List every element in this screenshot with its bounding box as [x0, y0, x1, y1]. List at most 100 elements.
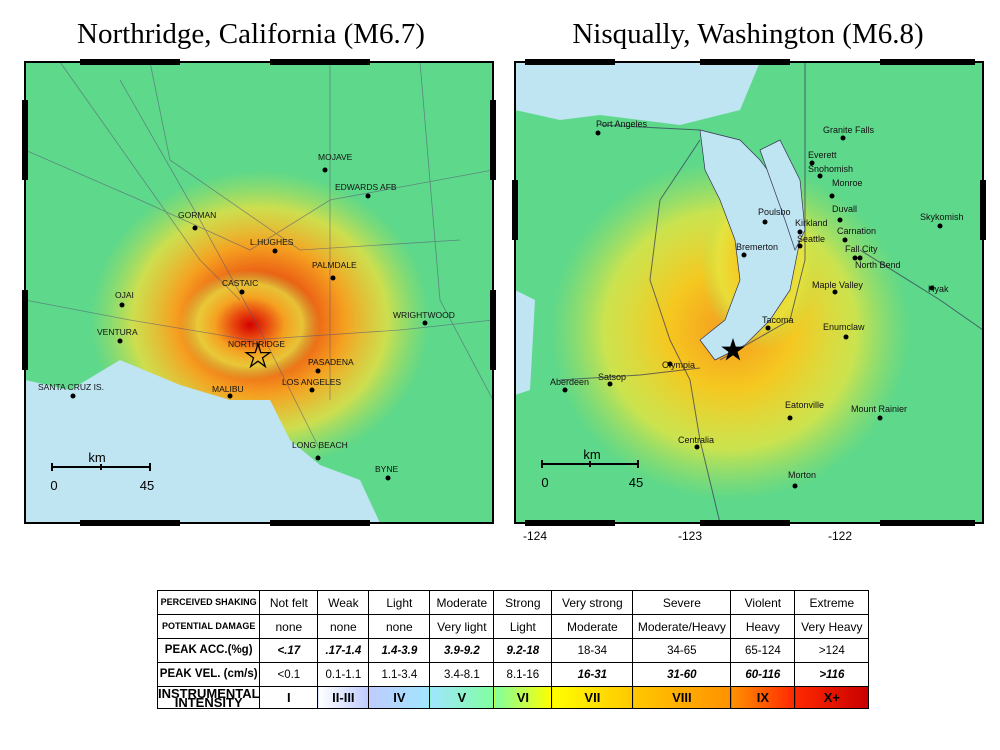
place-label: Mount Rainier [851, 404, 907, 414]
legend-cell: 3.4-8.1 [429, 662, 495, 687]
place-dot [787, 415, 793, 421]
place-dot [365, 193, 371, 199]
place-dot [607, 381, 613, 387]
place-label: PALMDALE [312, 260, 357, 270]
scale-tick: 0 [50, 478, 57, 493]
place-dot [797, 229, 803, 235]
legend-cell: X+ [794, 686, 870, 709]
legend-cell: Light [493, 614, 553, 639]
legend-cell: 60-116 [730, 662, 796, 687]
legend-header: PERCEIVED SHAKING [156, 590, 261, 615]
legend-header: INSTRUMENTAL INTENSITY [156, 685, 261, 710]
longitude-label: -124 [523, 529, 547, 543]
place-dot [937, 223, 943, 229]
place-label: PASADENA [308, 357, 354, 367]
place-dot [422, 320, 428, 326]
legend-row: PEAK VEL. (cm/s) <0.1 0.1-1.1 1.1-3.4 3.4-8.… [156, 662, 870, 687]
place-label: Bremerton [736, 242, 778, 252]
place-dot [315, 455, 321, 461]
place-label: BYNE [375, 464, 398, 474]
scale-unit: km [583, 447, 600, 462]
place-label: OJAI [115, 290, 134, 300]
place-label: North Bend [855, 260, 901, 270]
legend-header: PEAK VEL. (cm/s) [156, 662, 261, 687]
place-label: Everett [808, 150, 837, 160]
legend-cell: VII [551, 686, 634, 709]
place-label: MALIBU [212, 384, 244, 394]
legend-cell: >116 [794, 662, 870, 687]
place-label: Granite Falls [823, 125, 875, 135]
place-label: Enumclaw [823, 322, 865, 332]
map-title: Northridge, California (M6.7) [77, 18, 425, 50]
place-label: LOS ANGELES [282, 377, 341, 387]
place-labels: MOJAVE EDWARDS AFB GORMAN L.HUGHES PALMDALE C… [38, 152, 455, 481]
legend-cell: Moderate [551, 614, 634, 639]
place-dot [857, 255, 863, 261]
place-dot [322, 167, 328, 173]
place-label: Centralia [678, 435, 714, 445]
legend-cell: 34-65 [632, 638, 732, 663]
legend-cell: II-III [317, 686, 370, 709]
intensity-legend: PERCEIVED SHAKING Not felt Weak Light Modera… [156, 590, 870, 710]
legend-cell: Very light [429, 614, 495, 639]
place-label: Eatonville [785, 400, 824, 410]
place-dot [809, 160, 815, 166]
place-dot [309, 387, 315, 393]
legend-cell: 18-34 [551, 638, 634, 663]
map-nisqually: km 0 45 -124 -123 -122 Port Angeles Grani… [512, 59, 986, 543]
place-label: NORTHRIDGE [228, 339, 285, 349]
place-dot [385, 475, 391, 481]
place-dot [315, 368, 321, 374]
legend-row: PERCEIVED SHAKING Not felt Weak Light Modera… [156, 590, 870, 615]
legend-cell: 1.1-3.4 [368, 662, 431, 687]
place-dot [70, 393, 76, 399]
place-label: Olympia [662, 360, 695, 370]
legend-cell: Very Heavy [794, 614, 870, 639]
place-label: SANTA CRUZ IS. [38, 382, 104, 392]
legend-cell: 3.9-9.2 [429, 638, 495, 663]
place-dot [762, 219, 768, 225]
legend-cell: Not felt [259, 590, 319, 615]
place-label: LONG BEACH [292, 440, 348, 450]
scale-tick: 0 [541, 475, 548, 490]
legend-cell: IX [730, 686, 796, 709]
scale-tick: 45 [140, 478, 154, 493]
legend-cell: Strong [493, 590, 553, 615]
place-label: Port Angeles [596, 119, 648, 129]
legend-cell: 1.4-3.9 [368, 638, 431, 663]
place-dot [817, 173, 823, 179]
place-dot [117, 338, 123, 344]
place-dot [192, 225, 198, 231]
legend-cell: Violent [730, 590, 796, 615]
place-label: WRIGHTWOOD [393, 310, 455, 320]
legend-header: PEAK ACC.(%g) [156, 638, 261, 663]
place-label: Skykomish [920, 212, 964, 222]
place-label: Seattle [797, 234, 825, 244]
legend-cell: >124 [794, 638, 870, 663]
legend-cell: Extreme [794, 590, 870, 615]
legend-cell: VIII [632, 686, 732, 709]
legend-cell: 9.2-18 [493, 638, 553, 663]
place-label: Tacoma [762, 315, 794, 325]
place-label: Satsop [598, 372, 626, 382]
legend-cell: none [259, 614, 319, 639]
legend-cell: <0.1 [259, 662, 319, 687]
scale-unit: km [88, 450, 105, 465]
place-dot [837, 217, 843, 223]
legend-cell: none [317, 614, 370, 639]
place-dot [929, 285, 935, 291]
place-label: Aberdeen [550, 377, 589, 387]
legend-cell: <.17 [259, 638, 319, 663]
place-labels: Port Angeles Granite Falls Everett Snohomis… [550, 119, 964, 489]
place-dot [877, 415, 883, 421]
legend-row: POTENTIAL DAMAGE none none none Very light Li… [156, 614, 870, 639]
place-dot [239, 289, 245, 295]
legend-cell: Severe [632, 590, 732, 615]
place-dot [832, 289, 838, 295]
place-label: CASTAIC [222, 278, 258, 288]
place-dot [119, 302, 125, 308]
legend-cell: 8.1-16 [493, 662, 553, 687]
place-dot [741, 252, 747, 258]
place-label: Duvall [832, 204, 857, 214]
